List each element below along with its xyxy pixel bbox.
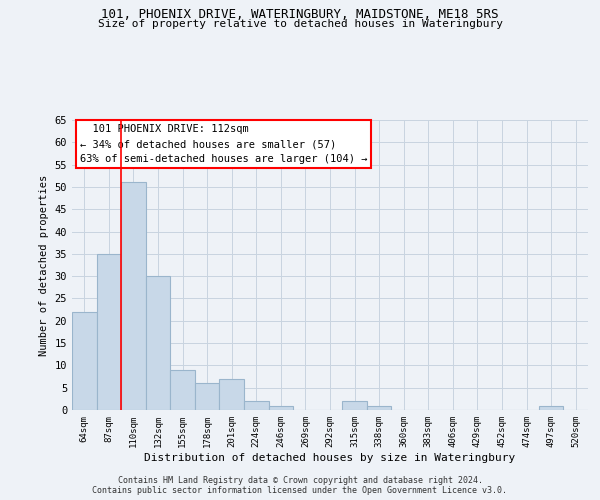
Y-axis label: Number of detached properties: Number of detached properties [39, 174, 49, 356]
Bar [367, 406, 391, 410]
Bar [342, 401, 367, 410]
Bar [539, 406, 563, 410]
Bar [220, 379, 244, 410]
Text: 101, PHOENIX DRIVE, WATERINGBURY, MAIDSTONE, ME18 5RS: 101, PHOENIX DRIVE, WATERINGBURY, MAIDST… [101, 8, 499, 20]
Bar [269, 406, 293, 410]
X-axis label: Distribution of detached houses by size in Wateringbury: Distribution of detached houses by size … [145, 452, 515, 462]
Text: Contains HM Land Registry data © Crown copyright and database right 2024.: Contains HM Land Registry data © Crown c… [118, 476, 482, 485]
Bar [146, 276, 170, 410]
Text: Size of property relative to detached houses in Wateringbury: Size of property relative to detached ho… [97, 19, 503, 29]
Bar [244, 401, 269, 410]
Bar [170, 370, 195, 410]
Bar [121, 182, 146, 410]
Bar [97, 254, 121, 410]
Bar [72, 312, 97, 410]
Bar [195, 383, 220, 410]
Text: 101 PHOENIX DRIVE: 112sqm
← 34% of detached houses are smaller (57)
63% of semi-: 101 PHOENIX DRIVE: 112sqm ← 34% of detac… [80, 124, 367, 164]
Text: Contains public sector information licensed under the Open Government Licence v3: Contains public sector information licen… [92, 486, 508, 495]
